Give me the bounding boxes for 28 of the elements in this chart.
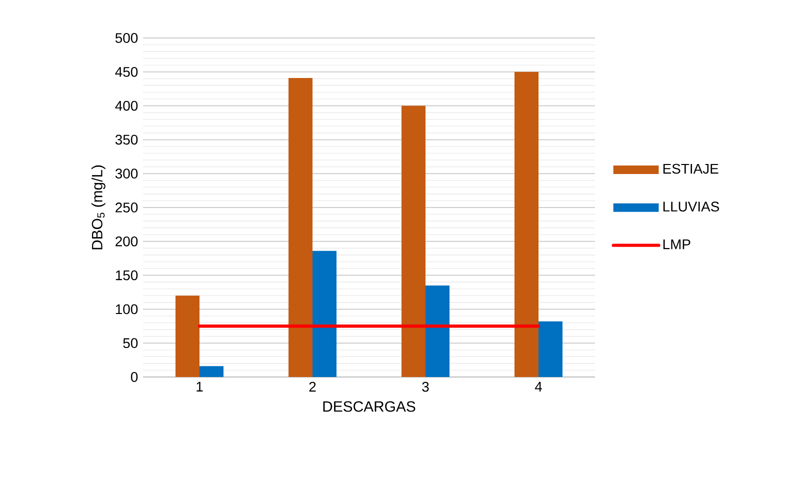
bar bbox=[514, 72, 539, 377]
bar bbox=[402, 106, 426, 377]
x-tick-label: 3 bbox=[422, 382, 429, 392]
x-tick-label: 4 bbox=[534, 382, 542, 392]
bar bbox=[426, 285, 450, 377]
x-axis-title: DESCARGAS bbox=[323, 401, 416, 412]
y-tick-label: 0 bbox=[130, 372, 138, 382]
y-tick-label: 100 bbox=[116, 304, 138, 314]
y-axis-title: DBO$_{5}$ (mg/L) bbox=[91, 165, 106, 250]
bar bbox=[176, 296, 200, 377]
y-tick-label: 200 bbox=[116, 236, 138, 246]
y-tick-label: 450 bbox=[115, 66, 138, 77]
y-tick-label: 150 bbox=[116, 270, 138, 280]
x-tick-label: 1 bbox=[196, 382, 203, 392]
y-tick-label: 250 bbox=[116, 202, 138, 212]
bar bbox=[200, 366, 224, 377]
bar bbox=[288, 78, 313, 377]
y-tick-label: 400 bbox=[115, 100, 138, 111]
bar bbox=[312, 250, 337, 377]
y-tick-label: 300 bbox=[115, 168, 138, 179]
x-tick-label: 2 bbox=[309, 382, 316, 392]
y-tick-label: 350 bbox=[115, 134, 138, 145]
y-tick-label: 500 bbox=[115, 33, 138, 43]
legend-label: ESTIAJE bbox=[663, 164, 718, 174]
y-tick-label: 50 bbox=[123, 338, 138, 348]
legend-label: LMP bbox=[663, 239, 690, 250]
bar bbox=[538, 321, 563, 377]
legend-label: LLUVIAS bbox=[663, 202, 720, 212]
